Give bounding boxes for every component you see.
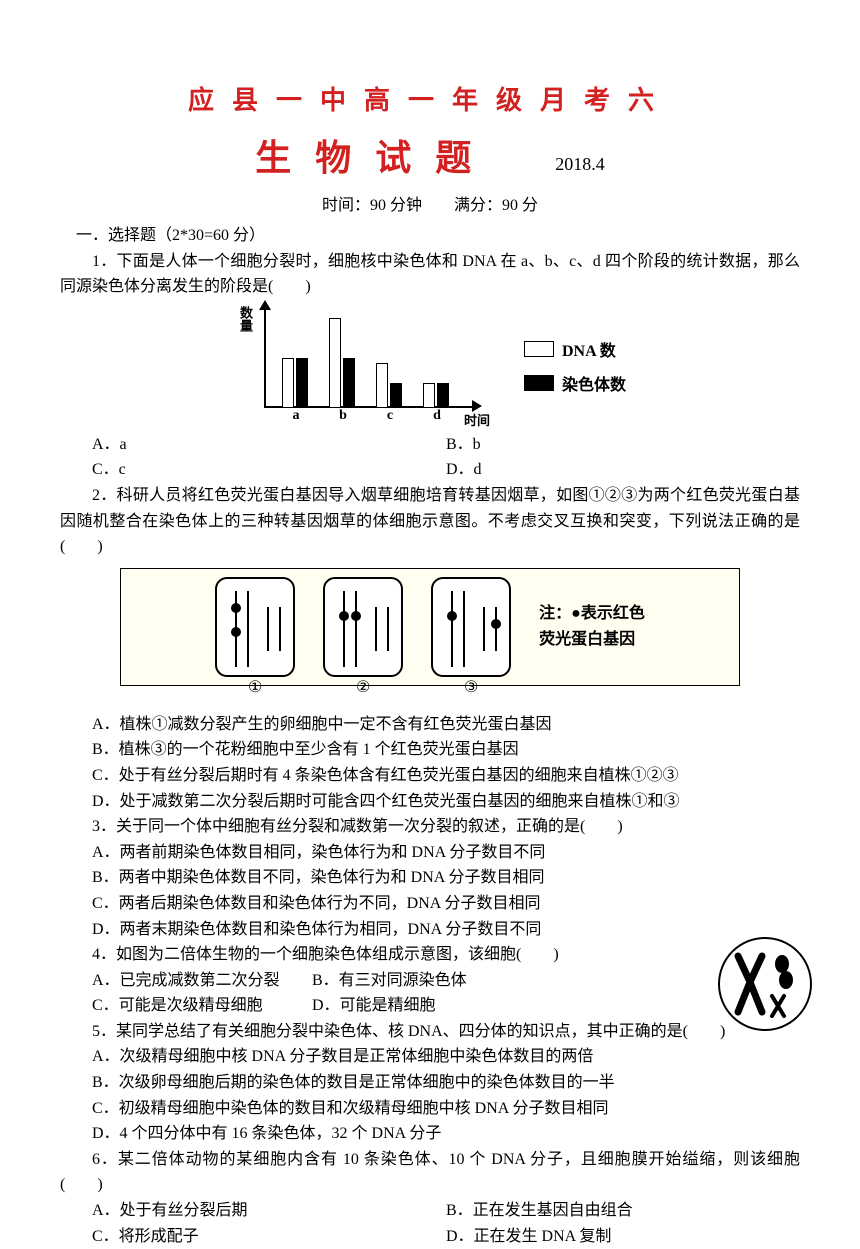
cell-1-label: ①	[248, 677, 262, 697]
question-3-text: 3．关于同一个体中细胞有丝分裂和减数第一次分裂的叙述，正确的是( )	[60, 814, 800, 840]
q3-option-c: C．两者后期染色体数目和染色体行为不同，DNA 分子数目相同	[92, 891, 800, 917]
q1-options: A．a B．b C．c D．d	[60, 432, 800, 483]
q2-option-d: D．处于减数第二次分裂后期时可能含四个红色荧光蛋白基因的细胞来自植株①和③	[92, 789, 800, 815]
exam-date: 2018.4	[555, 154, 605, 175]
exam-info: 时间：90 分钟 满分：90 分	[60, 191, 800, 215]
q4-options: A．已完成减数第二次分裂 B．有三对同源染色体 C．可能是次级精母细胞 D．可能…	[60, 968, 800, 1019]
legend-chrom-label: 染色体数	[562, 371, 626, 395]
q5-option-b: B．次级卵母细胞后期的染色体的数目是正常体细胞中的染色体数目的一半	[92, 1070, 800, 1096]
q2-option-c: C．处于有丝分裂后期时有 4 条染色体含有红色荧光蛋白基因的细胞来自植株①②③	[92, 763, 800, 789]
section-1-header: 一．选择题（2*30=60 分）	[60, 223, 800, 249]
legend-dna-swatch	[524, 341, 554, 357]
question-6-text: 6．某二倍体动物的某细胞内含有 10 条染色体、10 个 DNA 分子，且细胞膜…	[60, 1147, 800, 1198]
exam-subject-title: 生物试题	[255, 129, 495, 181]
cell-2-label: ②	[356, 677, 370, 697]
q3-option-d: D．两者末期染色体数目和染色体行为相同，DNA 分子数目不同	[92, 917, 800, 943]
q2-cell-diagram: ① ② ③ 注：●表示红色 荧光蛋白基因	[120, 568, 740, 686]
cell-2: ②	[323, 577, 403, 677]
q1-option-d: D．d	[446, 457, 800, 483]
q3-option-b: B．两者中期染色体数目不同，染色体行为和 DNA 分子数目相同	[92, 865, 800, 891]
legend-dna-label: DNA 数	[562, 337, 616, 361]
question-2-text: 2．科研人员将红色荧光蛋白基因导入烟草细胞培育转基因烟草，如图①②③为两个红色荧…	[60, 483, 800, 560]
question-5-text: 5．某同学总结了有关细胞分裂中染色体、核 DNA、四分体的知识点，其中正确的是(…	[60, 1019, 800, 1045]
question-4-text: 4．如图为二倍体生物的一个细胞染色体组成示意图，该细胞( )	[60, 942, 800, 968]
q3-options: A．两者前期染色体数目相同，染色体行为和 DNA 分子数目不同 B．两者中期染色…	[60, 840, 800, 942]
exam-school-title: 应县一中高一年级月考六	[60, 80, 800, 117]
q6-option-d: D．正在发生 DNA 复制	[446, 1224, 800, 1249]
q3-option-a: A．两者前期染色体数目相同，染色体行为和 DNA 分子数目不同	[92, 840, 800, 866]
q4-option-a: A．已完成减数第二次分裂	[92, 968, 312, 994]
chart-legend: DNA 数 染色体数	[524, 337, 626, 395]
q1-chart: 数量 时间 abcd DNA 数 染色体数	[60, 306, 800, 426]
q5-option-a: A．次级精母细胞中核 DNA 分子数目是正常体细胞中染色体数目的两倍	[92, 1044, 800, 1070]
q2-options: A．植株①减数分裂产生的卵细胞中一定不含有红色荧光蛋白基因 B．植株③的一个花粉…	[60, 712, 800, 814]
q6-options: A．处于有丝分裂后期 B．正在发生基因自由组合 C．将形成配子 D．正在发生 D…	[60, 1198, 800, 1249]
q6-option-b: B．正在发生基因自由组合	[446, 1198, 800, 1224]
q5-option-c: C．初级精母细胞中染色体的数目和次级精母细胞中核 DNA 分子数目相同	[92, 1096, 800, 1122]
q1-option-a: A．a	[92, 432, 446, 458]
x-axis-label: 时间	[464, 410, 490, 429]
q6-option-a: A．处于有丝分裂后期	[92, 1198, 446, 1224]
q1-option-b: B．b	[446, 432, 800, 458]
q2-option-b: B．植株③的一个花粉细胞中至少含有 1 个红色荧光蛋白基因	[92, 737, 800, 763]
cell-1: ①	[215, 577, 295, 677]
cell-3: ③	[431, 577, 511, 677]
q4-option-c: C．可能是次级精母细胞	[92, 993, 312, 1019]
legend-chrom-swatch	[524, 375, 554, 391]
q2-legend-note: 注：●表示红色 荧光蛋白基因	[539, 601, 645, 652]
q1-option-c: C．c	[92, 457, 446, 483]
subtitle-row: 生物试题 2018.4	[60, 129, 800, 181]
q4-chromosome-diagram	[710, 934, 820, 1034]
question-1-text: 1．下面是人体一个细胞分裂时，细胞核中染色体和 DNA 在 a、b、c、d 四个…	[60, 249, 800, 300]
q5-options: A．次级精母细胞中核 DNA 分子数目是正常体细胞中染色体数目的两倍 B．次级卵…	[60, 1044, 800, 1146]
cell-3-label: ③	[464, 677, 478, 697]
y-axis-label: 数量	[236, 306, 255, 332]
q2-option-a: A．植株①减数分裂产生的卵细胞中一定不含有红色荧光蛋白基因	[92, 712, 800, 738]
q5-option-d: D．4 个四分体中有 16 条染色体，32 个 DNA 分子	[92, 1121, 800, 1147]
q6-option-c: C．将形成配子	[92, 1224, 446, 1249]
